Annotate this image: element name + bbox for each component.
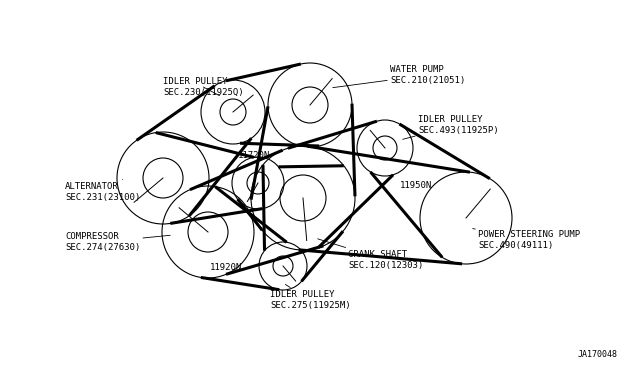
Text: IDLER PULLEY
SEC.230(11925Q): IDLER PULLEY SEC.230(11925Q) — [163, 77, 244, 97]
Text: POWER STEERING PUMP
SEC.490(49111): POWER STEERING PUMP SEC.490(49111) — [473, 228, 580, 250]
Text: 11950N: 11950N — [400, 180, 432, 189]
Text: JA170048: JA170048 — [578, 350, 618, 359]
Text: 11920N: 11920N — [210, 263, 243, 272]
Text: WATER PUMP
SEC.210(21051): WATER PUMP SEC.210(21051) — [333, 65, 465, 88]
Text: COMPRESSOR
SEC.274(27630): COMPRESSOR SEC.274(27630) — [65, 232, 170, 252]
Text: CRANK SHAFT
SEC.120(12303): CRANK SHAFT SEC.120(12303) — [317, 239, 423, 270]
Text: IDLER PULLEY
SEC.275(11925M): IDLER PULLEY SEC.275(11925M) — [270, 285, 351, 310]
Text: IDLER PULLEY
SEC.493(11925P): IDLER PULLEY SEC.493(11925P) — [403, 115, 499, 139]
Text: 11720N: 11720N — [238, 151, 270, 160]
Text: ALTERNATOR
SEC.231(23100): ALTERNATOR SEC.231(23100) — [65, 179, 140, 202]
